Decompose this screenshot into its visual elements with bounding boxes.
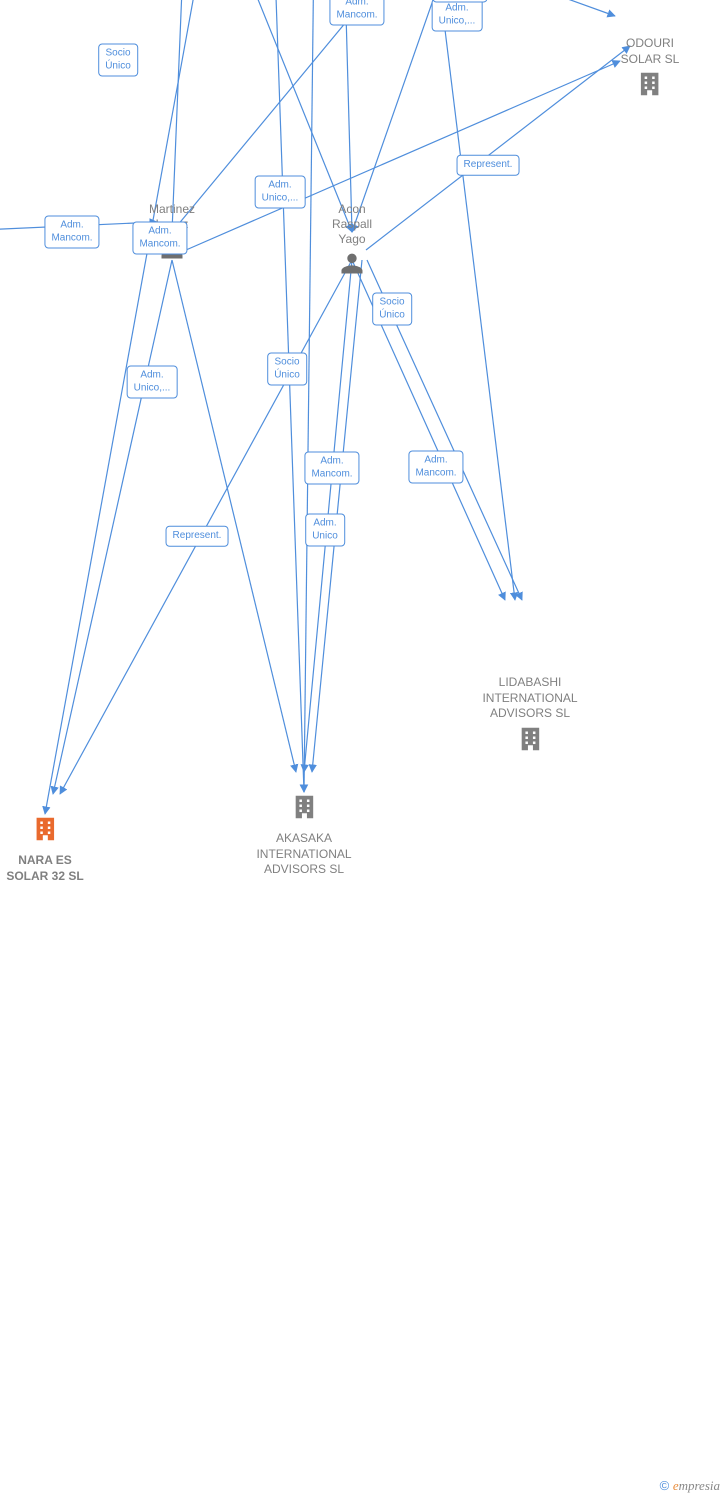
company-node-akasaka[interactable]: AKASAKA INTERNATIONAL ADVISORS SL xyxy=(256,792,351,878)
edge-line xyxy=(45,0,204,814)
edge-label: Adm. Mancom. xyxy=(132,222,187,255)
building-icon xyxy=(256,792,351,827)
edge-label: Represent. xyxy=(166,526,229,547)
edge-label: Adm. Mancom. xyxy=(44,216,99,249)
edge-line xyxy=(53,260,172,794)
edge-label: Adm. Unico,... xyxy=(255,176,306,209)
person-node-acon[interactable]: Acon Raspall Yago xyxy=(332,202,372,282)
edge-label: Adm. Unico,... xyxy=(432,0,483,32)
person-icon xyxy=(332,249,372,282)
edge-line xyxy=(352,0,454,232)
edge-line xyxy=(172,0,184,232)
brand-rest: mpresia xyxy=(679,1478,720,1493)
edge-line xyxy=(434,0,515,600)
edge-label: Socio Único xyxy=(98,44,138,77)
edge-line xyxy=(344,0,352,232)
node-label: AKASAKA INTERNATIONAL ADVISORS SL xyxy=(256,831,351,878)
edge-line xyxy=(172,260,296,772)
edge-line xyxy=(366,46,630,250)
building-icon xyxy=(482,724,577,759)
node-label: Acon Raspall Yago xyxy=(332,202,372,247)
building-icon xyxy=(6,814,83,849)
edge-line xyxy=(186,61,620,250)
company-node-lidabashi[interactable]: LIDABASHI INTERNATIONAL ADVISORS SL xyxy=(482,675,577,759)
edge-label: Adm. Mancom. xyxy=(408,451,463,484)
copyright-symbol: © xyxy=(660,1478,670,1493)
company-node-nara[interactable]: NARA ES SOLAR 32 SL xyxy=(6,814,83,884)
edge-label: Adm. Unico,... xyxy=(127,366,178,399)
edge-line xyxy=(304,0,314,792)
edge-label: Socio Único xyxy=(267,353,307,386)
building-icon xyxy=(621,69,680,104)
edge-line xyxy=(274,0,304,792)
company-node-odouri[interactable]: ODOURI SOLAR SL xyxy=(621,36,680,104)
edge-label: Adm. Mancom. xyxy=(304,452,359,485)
edge-label: Adm. Unico xyxy=(305,514,345,547)
node-label: LIDABASHI INTERNATIONAL ADVISORS SL xyxy=(482,675,577,722)
node-label: NARA ES SOLAR 32 SL xyxy=(6,853,83,884)
footer-brand: © empresia xyxy=(660,1478,720,1494)
edge-label: Mancom. xyxy=(432,0,487,2)
node-label: ODOURI SOLAR SL xyxy=(621,36,680,67)
edge-label: Socio Único xyxy=(372,293,412,326)
edge-label: Adm. Mancom. xyxy=(329,0,384,26)
edge-label: Represent. xyxy=(457,155,520,176)
